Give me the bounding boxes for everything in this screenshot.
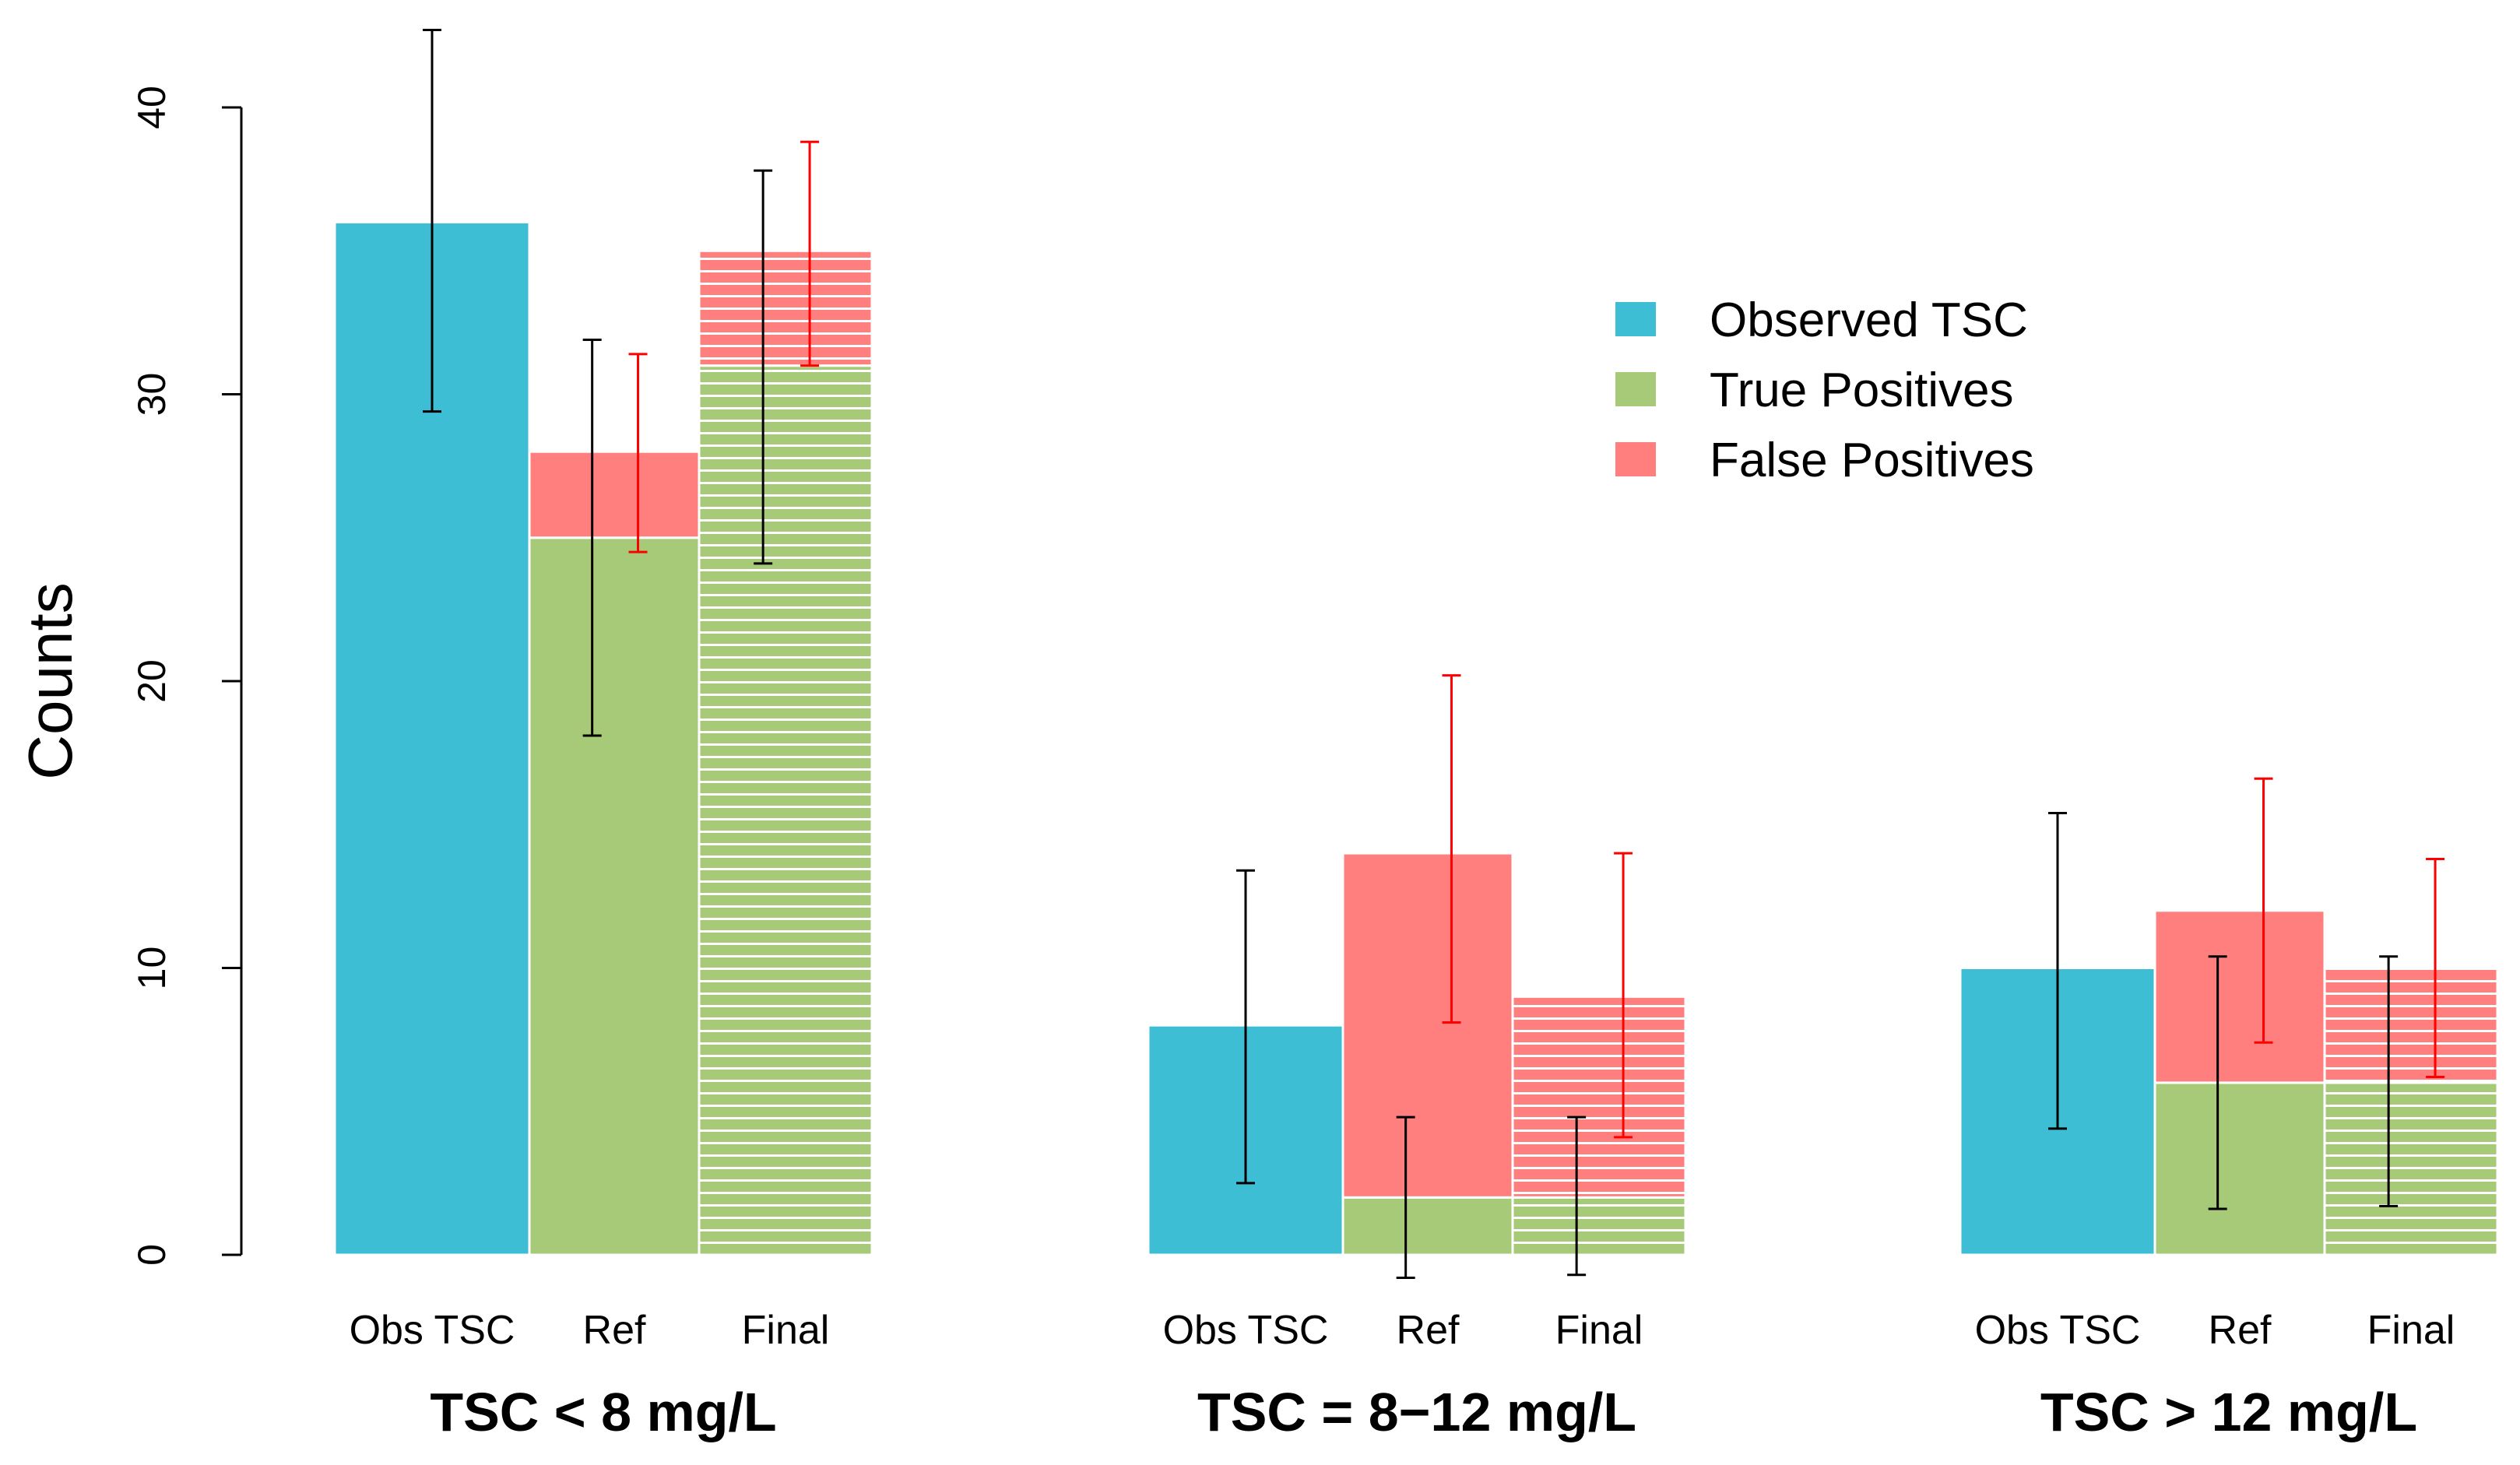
error-bar-true-positives [2379,955,2399,1207]
error-bar-false-positives [1442,674,1461,1024]
error-bar-false-positives [2426,857,2445,1079]
legend-swatch [1615,372,1656,406]
bar-false-positives [1511,995,1687,1199]
group-label: TSC > 12 mg/L [2040,1382,2417,1442]
bar-true-positives [1341,1196,1514,1256]
y-tick-label: 30 [130,373,174,416]
error-bar-true-positives [754,169,773,565]
error-bar-true-positives [2208,955,2227,1210]
bar-false-positives [2323,967,2499,1084]
legend-label: True Positives [1710,364,2014,417]
bars-layer [333,220,2499,1256]
error-bar-false-positives [1614,852,1633,1139]
legend: Observed TSC True Positives False Positive… [1615,293,2034,487]
category-label: Obs TSC [1975,1308,2141,1353]
legend-swatch [1615,302,1656,336]
error-bar-true-positives [1396,1115,1415,1279]
error-bar-true-positives [582,338,602,737]
y-tick-label: 10 [130,947,174,990]
bar-true-positives [698,364,873,1256]
group-label: TSC = 8−12 mg/L [1197,1382,1636,1442]
error-bar-observed [2048,812,2067,1130]
legend-label: False Positives [1710,434,2034,487]
error-bars-layer [423,29,2445,1279]
error-bar-false-positives [800,140,820,367]
legend-item: True Positives [1615,364,2014,417]
group-labels: TSC < 8 mg/L TSC = 8−12 mg/L TSC > 12 mg/L [430,1382,2417,1442]
bar-true-positives [1511,1196,1687,1256]
error-bar-observed [1236,869,1255,1185]
bar-false-positives [1341,852,1514,1199]
category-label: Ref [2209,1308,2272,1353]
y-tick-label: 40 [130,86,174,129]
legend-label: Observed TSC [1710,293,2028,347]
bar-false-positives [2153,909,2326,1084]
error-bar-false-positives [628,353,648,553]
group-label: TSC < 8 mg/L [430,1382,776,1442]
y-axis-title: Counts [16,582,85,779]
error-bar-true-positives [1567,1115,1587,1277]
bar-false-positives [698,249,873,367]
bar-true-positives [2323,1081,2499,1256]
legend-item: False Positives [1615,434,2034,487]
bar-false-positives [528,450,701,539]
category-label: Final [1555,1308,1643,1353]
y-tick-label: 0 [130,1244,174,1266]
y-tick-label: 20 [130,659,174,703]
bar-true-positives [2153,1081,2326,1256]
y-axis: 0 10 20 30 40 [130,86,243,1266]
category-label: Ref [583,1308,646,1353]
category-label: Obs TSC [1163,1308,1329,1353]
category-label: Final [742,1308,830,1353]
category-label: Final [2367,1308,2455,1353]
bar-true-positives [528,536,701,1256]
error-bar-false-positives [2254,777,2273,1044]
error-bar-observed [423,29,441,413]
legend-swatch [1615,442,1656,476]
category-label: Ref [1397,1308,1460,1353]
category-labels: Obs TSC Ref Final Obs TSC Ref Final Obs TSC Ref… [350,1308,2455,1353]
legend-item: Observed TSC [1615,293,2028,347]
category-label: Obs TSC [350,1308,515,1353]
